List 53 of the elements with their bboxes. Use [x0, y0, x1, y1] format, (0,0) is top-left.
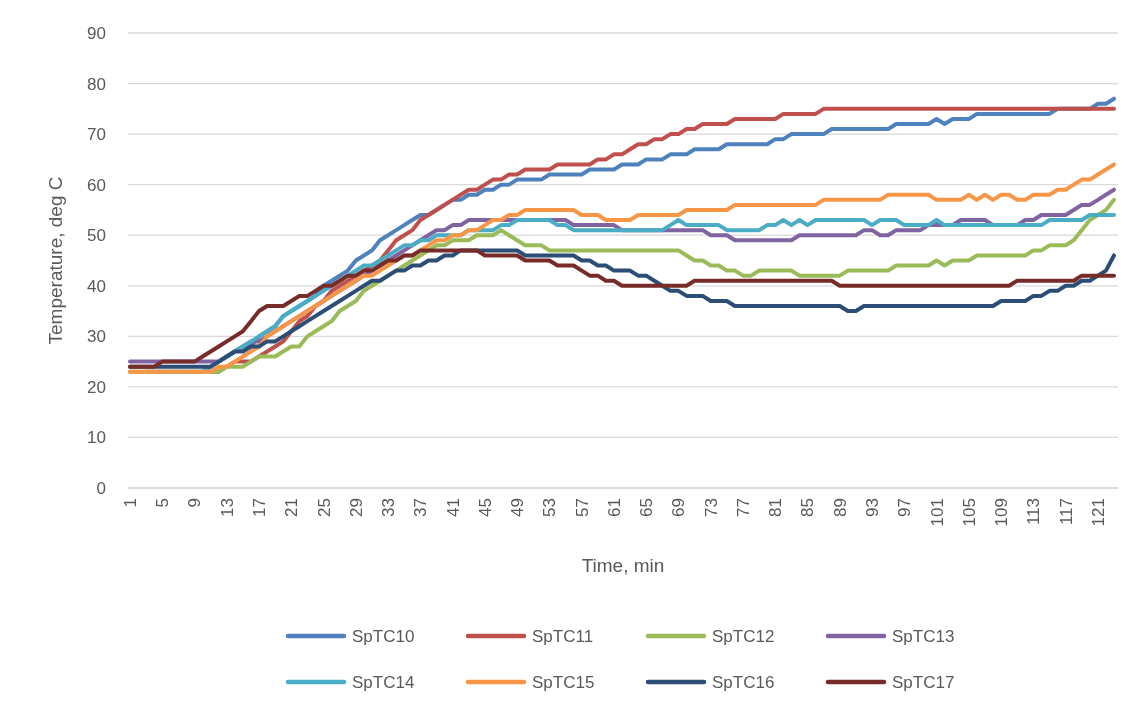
x-tick-label: 69 — [669, 498, 689, 517]
y-tick-label: 20 — [87, 377, 106, 397]
x-tick-label: 61 — [604, 498, 624, 517]
x-tick-label: 117 — [1056, 498, 1076, 526]
y-tick-label: 80 — [87, 74, 106, 94]
legend-label: SpTC10 — [352, 626, 415, 646]
y-tick-label: 90 — [87, 23, 106, 43]
x-tick-label: 9 — [185, 498, 205, 508]
x-tick-label: 29 — [346, 498, 366, 517]
y-tick-label: 30 — [87, 327, 106, 347]
x-tick-label: 25 — [314, 498, 334, 517]
legend-label: SpTC13 — [892, 626, 955, 646]
x-tick-label: 57 — [572, 498, 592, 517]
y-tick-label: 70 — [87, 125, 106, 145]
y-tick-label: 60 — [87, 175, 106, 195]
x-tick-label: 65 — [637, 498, 657, 517]
line-series — [128, 162, 1116, 374]
y-tick-label: 50 — [87, 226, 106, 246]
x-tick-label: 105 — [959, 498, 979, 527]
x-tick-label: 17 — [250, 498, 269, 517]
x-tick-label: 97 — [895, 498, 915, 517]
x-tick-label: 85 — [798, 498, 818, 517]
x-axis-title: Time, min — [581, 555, 665, 576]
x-tick-label: 93 — [862, 498, 882, 517]
x-tick-label: 21 — [282, 498, 302, 517]
x-tick-label: 33 — [379, 498, 399, 517]
y-tick-label: 0 — [96, 478, 106, 498]
legend-label: SpTC15 — [532, 672, 595, 692]
x-tick-label: 113 — [1024, 498, 1044, 526]
x-tick-label: 37 — [411, 498, 431, 517]
legend-label: SpTC11 — [532, 626, 594, 646]
legend-label: SpTC12 — [712, 626, 775, 646]
y-axis-title: Temperature, deg C — [45, 176, 66, 345]
x-tick-label: 45 — [475, 498, 495, 517]
x-tick-label: 53 — [540, 498, 560, 517]
y-tick-label: 40 — [87, 276, 106, 296]
x-tick-label: 1 — [120, 498, 140, 508]
legend-label: SpTC14 — [352, 672, 415, 692]
x-tick-label: 121 — [1088, 498, 1108, 527]
x-tick-label: 41 — [443, 498, 463, 517]
x-tick-label: 109 — [992, 498, 1012, 527]
legend-label: SpTC17 — [892, 672, 955, 692]
y-tick-label: 10 — [87, 428, 106, 448]
x-tick-label: 81 — [766, 498, 786, 517]
x-tick-label: 73 — [701, 498, 721, 517]
x-tick-label: 77 — [733, 498, 753, 517]
x-tick-label: 5 — [153, 498, 173, 508]
line-series — [128, 248, 1116, 369]
x-tick-label: 89 — [830, 498, 850, 517]
x-tick-label: 49 — [508, 498, 528, 517]
x-tick-label: 101 — [927, 498, 947, 527]
legend-label: SpTC16 — [712, 672, 775, 692]
x-tick-label: 13 — [217, 498, 237, 517]
